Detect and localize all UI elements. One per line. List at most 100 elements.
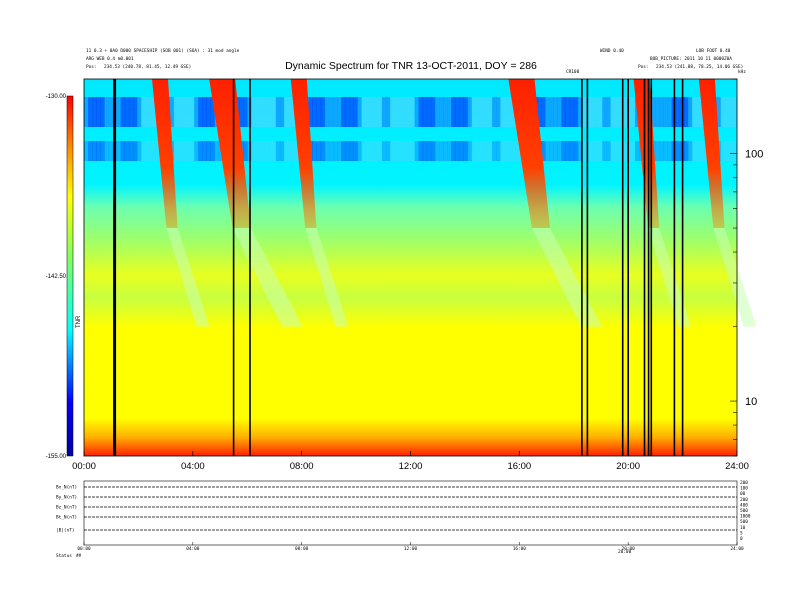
blue-band-stripe (194, 141, 199, 161)
blue-band-stripe (271, 141, 277, 161)
blue-band-stripe (243, 141, 248, 161)
blue-band-stripe (104, 141, 109, 161)
blue-band-stripe (410, 97, 415, 127)
x-tick-label: 24:00 (725, 461, 749, 472)
blue-band-stripe (720, 141, 726, 161)
blue-band-stripe (398, 141, 403, 161)
blue-band-stripe (92, 97, 97, 127)
blue-band-stripe (675, 97, 681, 127)
lower-row-label: |B|(nT) (56, 528, 75, 534)
blue-band-stripe (210, 141, 215, 161)
spectrogram (83, 78, 757, 457)
blue-band-stripe (345, 141, 350, 161)
radio-burst (209, 79, 251, 228)
blue-band-stripe (402, 97, 407, 127)
data-gap (681, 79, 684, 456)
header-right-line2: BOB_PICTURE: 2011 10 11 0000Z0A (650, 56, 732, 62)
blue-band-stripe (406, 97, 411, 127)
blue-band-stripe (186, 97, 191, 127)
blue-band-stripe (116, 141, 122, 161)
blue-band-stripe (251, 97, 256, 127)
blue-band-stripe (116, 97, 122, 127)
lower-row-label: Bz_N(nT) (56, 505, 77, 511)
x-tick-label: 12:00 (399, 461, 423, 472)
blue-band-stripe (598, 97, 603, 127)
blue-band-stripe (255, 97, 260, 127)
blue-band-stripe (333, 97, 338, 127)
blue-band-stripe (590, 97, 595, 127)
blue-band-stripe (500, 97, 505, 127)
blue-band-stripe (288, 141, 293, 161)
blue-band-stripe (455, 141, 460, 161)
y-axis-ticks: 10 100 (730, 78, 763, 457)
blue-band-stripe (394, 97, 399, 127)
blue-band-stripe (475, 97, 481, 127)
blue-band-stripe (288, 97, 293, 127)
blue-band-stripe (443, 97, 448, 127)
colorbar-tick-label: -155.00 (46, 454, 67, 460)
data-gaps (113, 79, 684, 456)
blue-band-stripe (320, 141, 326, 161)
blue-band-stripe (537, 97, 542, 127)
blue-band-stripe (504, 141, 509, 161)
blue-band-stripe (500, 141, 505, 161)
blue-band-stripe (373, 141, 379, 161)
blue-band-stripe (255, 141, 260, 161)
blue-band-stripe (622, 141, 628, 161)
blue-band-stripe (732, 141, 738, 161)
blue-band-stripe (663, 141, 668, 161)
blue-band-stripe (700, 141, 705, 161)
blue-band-stripe (683, 97, 689, 127)
blue-band-stripe (349, 141, 354, 161)
blue-band-stripe (443, 141, 448, 161)
blue-band-stripe (716, 97, 722, 127)
blue-band-stripe (618, 97, 624, 127)
blue-band-stripe (337, 97, 342, 127)
blue-band-stripe (688, 97, 693, 127)
radio-burst (152, 79, 178, 228)
blue-band-stripe (467, 141, 473, 161)
blue-band-stripe (581, 97, 587, 127)
lower-right-value: 400 (740, 502, 748, 508)
blue-band-stripe (418, 97, 424, 127)
blue-band-stripe (565, 97, 571, 127)
blue-band-stripe (479, 141, 485, 161)
blue-band-stripe (614, 97, 620, 127)
blue-band-stripe (259, 141, 264, 161)
blue-band-stripe (435, 97, 440, 127)
data-gap (232, 79, 235, 456)
blue-band-stripe (177, 97, 183, 127)
blue-band-stripe (610, 97, 615, 127)
burst-tail (648, 228, 692, 327)
blue-band-stripe (586, 97, 591, 127)
blue-band-stripe (455, 97, 460, 127)
blue-band-stripe (316, 97, 322, 127)
blue-band-stripe (508, 97, 513, 127)
header-right-pos-value: 234.53 (241.88, 78.25, 14.06 GSE) (656, 64, 743, 70)
blue-band-stripe (202, 141, 207, 161)
blue-band-stripe (651, 97, 656, 127)
blue-band-stripe (598, 141, 603, 161)
blue-band-stripe (369, 97, 375, 127)
lower-x-tick-label: 16:00 (513, 546, 527, 552)
blue-band-stripe (630, 141, 636, 161)
blue-band-stripe (696, 141, 701, 161)
lower-rows: Bx_N(nT) By_N(nT) Bz_N(nT) Bt_N(nT) |B|(nT) (56, 485, 737, 534)
blue-band-stripe (263, 141, 269, 161)
blue-band-stripe (316, 141, 322, 161)
blue-band-stripe (724, 141, 730, 161)
colorbar-tick-label: -142.50 (46, 274, 67, 280)
blue-band-stripe (683, 141, 689, 161)
radio-burst (290, 79, 317, 228)
blue-band-stripe (369, 141, 375, 161)
blue-band-stripe (439, 141, 444, 161)
blue-band-stripe (275, 141, 281, 161)
blue-band-stripe (451, 141, 456, 161)
lower-right-value: 100 (740, 486, 748, 492)
blue-band-stripe (177, 141, 183, 161)
blue-band-stripe (675, 141, 681, 161)
blue-band-stripe (545, 97, 550, 127)
x-tick-label: 00:00 (72, 461, 96, 472)
blue-band-stripe (108, 141, 113, 161)
blue-band-stripe (602, 141, 607, 161)
